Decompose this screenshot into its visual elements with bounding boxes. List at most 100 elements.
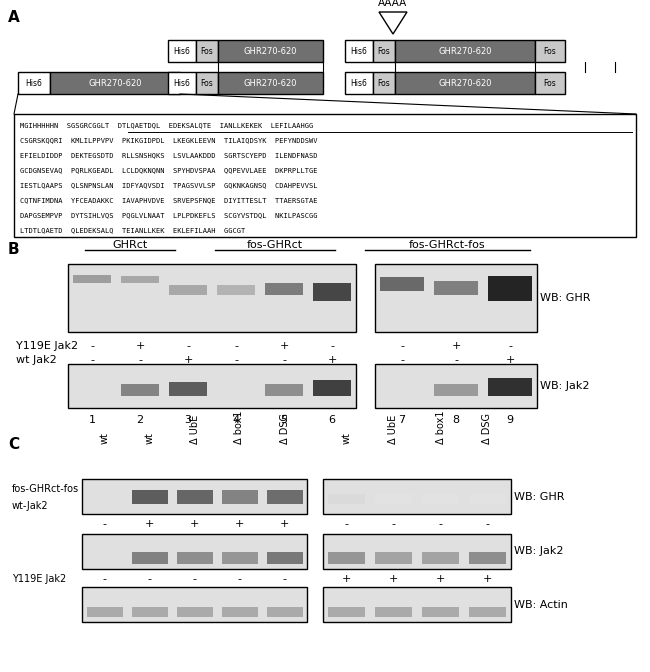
Text: -: - xyxy=(344,519,348,529)
Text: +: + xyxy=(183,355,192,365)
Text: WB: Jak2: WB: Jak2 xyxy=(540,381,590,391)
Text: +: + xyxy=(451,341,461,351)
Text: -: - xyxy=(90,355,94,365)
FancyBboxPatch shape xyxy=(68,264,356,332)
Text: +: + xyxy=(235,519,244,529)
Text: +: + xyxy=(135,341,145,351)
Text: Y119E Jak2: Y119E Jak2 xyxy=(16,341,78,351)
FancyBboxPatch shape xyxy=(82,479,307,514)
FancyBboxPatch shape xyxy=(535,40,565,62)
Text: CSGRSKQQRI  KMLILPPVPV  PKIKGIDPDL  LKEGKLEEVN  TILAIQDSYK  PEFYNDDSWV: CSGRSKQQRI KMLILPPVPV PKIKGIDPDL LKEGKLE… xyxy=(20,137,317,143)
FancyBboxPatch shape xyxy=(374,552,412,564)
Text: 2: 2 xyxy=(136,415,144,425)
FancyBboxPatch shape xyxy=(422,607,460,617)
FancyBboxPatch shape xyxy=(374,493,412,503)
FancyBboxPatch shape xyxy=(374,607,412,617)
FancyBboxPatch shape xyxy=(313,380,351,396)
Text: -: - xyxy=(138,355,142,365)
FancyBboxPatch shape xyxy=(131,552,168,564)
FancyBboxPatch shape xyxy=(266,607,302,617)
Text: WB: Actin: WB: Actin xyxy=(514,599,568,610)
Text: fos-GHRct-fos: fos-GHRct-fos xyxy=(12,484,79,494)
Text: -: - xyxy=(391,519,395,529)
Text: fos-GHRct-fos: fos-GHRct-fos xyxy=(410,240,486,250)
FancyBboxPatch shape xyxy=(168,72,196,94)
FancyBboxPatch shape xyxy=(469,552,506,564)
Text: -: - xyxy=(439,519,443,529)
FancyBboxPatch shape xyxy=(395,72,535,94)
FancyBboxPatch shape xyxy=(73,275,111,283)
Text: +: + xyxy=(190,519,199,529)
Text: LTDTLQAETD  QLEDEKSALQ  TEIANLLKEK  EKLEFILAAH  GGCGT: LTDTLQAETD QLEDEKSALQ TEIANLLKEK EKLEFIL… xyxy=(20,227,245,233)
FancyBboxPatch shape xyxy=(196,40,218,62)
Text: CQTNFIMDNA  YFCEADAKKC  IAVAPHVDVE  SRVEPSFNQE  DIYITTESLT  TTAERSGTAE: CQTNFIMDNA YFCEADAKKC IAVAPHVDVE SRVEPSF… xyxy=(20,197,317,203)
Text: -: - xyxy=(330,341,334,351)
Text: Fos: Fos xyxy=(378,79,391,87)
Text: DAPGSEMPVP  DYTSIHLVQS  PQGLVLNAAT  LPLPDKEFLS  SCGYVSTDQL  NKILPASCGG: DAPGSEMPVP DYTSIHLVQS PQGLVLNAAT LPLPDKE… xyxy=(20,212,317,218)
Text: His6: His6 xyxy=(350,79,367,87)
FancyBboxPatch shape xyxy=(345,40,373,62)
Text: GHR270-620: GHR270-620 xyxy=(438,46,492,56)
Text: -: - xyxy=(508,341,512,351)
FancyBboxPatch shape xyxy=(86,607,122,617)
FancyBboxPatch shape xyxy=(50,72,180,94)
FancyBboxPatch shape xyxy=(469,493,506,503)
Text: MGIHHHHHN  SGSGRCGGLT  DTLQAETDQL  EDEKSALQTE  IANLLKEKEK  LEFILAAHGG: MGIHHHHHN SGSGRCGGLT DTLQAETDQL EDEKSALQ… xyxy=(20,122,313,128)
FancyBboxPatch shape xyxy=(14,114,636,237)
Text: 5: 5 xyxy=(281,415,287,425)
Text: GHR270-620: GHR270-620 xyxy=(438,79,492,87)
FancyBboxPatch shape xyxy=(373,40,395,62)
FancyBboxPatch shape xyxy=(375,264,537,332)
FancyBboxPatch shape xyxy=(375,364,537,408)
Text: wt-Jak2: wt-Jak2 xyxy=(12,501,49,511)
FancyBboxPatch shape xyxy=(313,284,351,302)
FancyBboxPatch shape xyxy=(169,285,207,294)
FancyBboxPatch shape xyxy=(131,489,168,503)
FancyBboxPatch shape xyxy=(328,607,365,617)
FancyBboxPatch shape xyxy=(323,587,511,622)
FancyBboxPatch shape xyxy=(218,72,323,94)
Text: fos-GHRct: fos-GHRct xyxy=(247,240,303,250)
FancyBboxPatch shape xyxy=(168,40,196,62)
FancyBboxPatch shape xyxy=(469,607,506,617)
Text: -: - xyxy=(486,519,489,529)
FancyBboxPatch shape xyxy=(68,364,356,408)
Text: Δ box1: Δ box1 xyxy=(235,411,244,444)
Text: -: - xyxy=(90,341,94,351)
Text: +: + xyxy=(483,574,492,584)
FancyBboxPatch shape xyxy=(177,552,213,564)
Text: Δ DSG: Δ DSG xyxy=(482,413,493,444)
Text: A: A xyxy=(8,10,20,25)
Text: -: - xyxy=(283,574,287,584)
Text: 6: 6 xyxy=(328,415,335,425)
FancyBboxPatch shape xyxy=(488,276,532,302)
FancyBboxPatch shape xyxy=(266,489,302,503)
Text: IESTLQAAPS  QLSNPNSLAN  IDFYAQVSDI  TPAGSVVLSP  GQKNKAGNSQ  CDAHPEVVSL: IESTLQAAPS QLSNPNSLAN IDFYAQVSDI TPAGSVV… xyxy=(20,182,317,188)
FancyBboxPatch shape xyxy=(535,72,565,94)
Text: His6: His6 xyxy=(174,46,190,56)
Text: -: - xyxy=(103,574,107,584)
FancyBboxPatch shape xyxy=(196,72,218,94)
Text: -: - xyxy=(454,355,458,365)
Text: WB: GHR: WB: GHR xyxy=(540,293,590,303)
Text: wt: wt xyxy=(144,432,155,444)
Text: wt: wt xyxy=(341,432,352,444)
FancyBboxPatch shape xyxy=(82,534,307,569)
Text: GCDGNSEVAQ  PQRLKGEADL  LCLDQKNQNN  SPYHDVSPAA  QQPEVVLAEE  DKPRPLLTGE: GCDGNSEVAQ PQRLKGEADL LCLDQKNQNN SPYHDVS… xyxy=(20,167,317,173)
Text: B: B xyxy=(8,242,20,257)
Text: -: - xyxy=(282,355,286,365)
Text: wt: wt xyxy=(99,432,109,444)
FancyBboxPatch shape xyxy=(422,493,460,503)
Text: -: - xyxy=(186,341,190,351)
FancyBboxPatch shape xyxy=(217,285,255,294)
Text: -: - xyxy=(234,341,238,351)
FancyBboxPatch shape xyxy=(222,552,257,564)
Text: GHRct: GHRct xyxy=(112,240,148,250)
FancyBboxPatch shape xyxy=(422,552,460,564)
Text: AAAA: AAAA xyxy=(378,0,408,8)
Text: WB: GHR: WB: GHR xyxy=(514,491,564,501)
Text: 4: 4 xyxy=(233,415,240,425)
Text: His6: His6 xyxy=(25,79,42,87)
Text: Fos: Fos xyxy=(201,46,213,56)
Text: 7: 7 xyxy=(398,415,406,425)
